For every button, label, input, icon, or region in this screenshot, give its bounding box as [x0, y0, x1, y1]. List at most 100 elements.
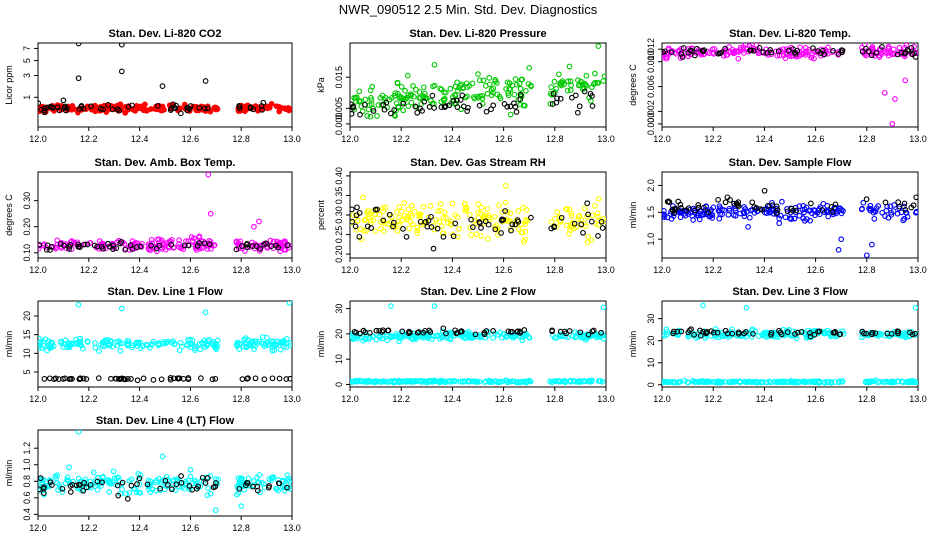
data-point-sample: [406, 225, 413, 232]
data-point-sample-low: [696, 378, 703, 385]
data-point-sample: [515, 226, 522, 233]
data-point-sample: [595, 213, 601, 220]
data-point-sample-low: [473, 379, 480, 385]
data-point-sample: [262, 340, 269, 347]
y-tick-label: 0.010: [646, 50, 656, 73]
data-point-sample: [716, 215, 723, 222]
data-point-reference: [490, 328, 497, 334]
data-point-reference: [194, 242, 201, 249]
data-point-sample: [59, 489, 66, 495]
data-point-sample: [204, 341, 210, 348]
data-point-reference: [76, 376, 83, 383]
data-point-sample: [584, 335, 590, 341]
x-tick-label: 13.0: [597, 134, 615, 144]
data-point-sample: [594, 210, 601, 217]
panel-title: Stan. Dev. Line 1 Flow: [107, 286, 223, 298]
data-point-sample: [207, 490, 214, 497]
data-point-sample: [551, 78, 558, 85]
data-point-reference: [839, 47, 846, 54]
data-point-sample: [396, 214, 402, 221]
data-point-sample: [493, 80, 500, 86]
data-point-sample: [547, 100, 554, 107]
data-point-sample: [104, 477, 111, 484]
x-tick-label: 12.8: [546, 265, 564, 275]
data-point-reference: [56, 107, 63, 114]
data-point-sample: [38, 335, 42, 342]
data-point-sample: [185, 477, 192, 484]
data-point-reference: [154, 103, 161, 109]
data-point-sample: [160, 241, 167, 248]
data-point-sample: [281, 246, 288, 253]
data-point-sample: [475, 95, 482, 101]
data-point-sample: [735, 48, 742, 55]
data-point-sample: [484, 90, 491, 97]
data-point-reference: [819, 47, 826, 54]
data-point-sample: [176, 241, 182, 247]
data-point-sample: [60, 344, 67, 350]
panel-title: Stan. Dev. Line 3 Flow: [732, 286, 848, 298]
x-tick-label: 12.6: [495, 394, 513, 404]
data-point-reference: [269, 375, 276, 382]
data-point-sample-low: [880, 379, 887, 385]
data-point-sample: [281, 338, 288, 345]
data-point-reference: [722, 199, 729, 206]
data-point-sample: [54, 472, 61, 478]
data-point-sample: [64, 474, 71, 481]
data-point-sample: [595, 222, 602, 228]
data-point-reference: [196, 104, 203, 111]
data-point-reference: [749, 199, 756, 206]
data-point-reference: [239, 376, 246, 382]
panel-8: Stan. Dev. Line 2 Flow ml/min 12.0 12.2 12.4…: [316, 286, 615, 404]
x-tick-label: 12.0: [29, 523, 47, 533]
data-point-sample: [404, 72, 411, 79]
data-point-sample: [92, 108, 99, 115]
x-tick-label: 12.6: [495, 265, 513, 275]
y-axis-label: ml/min: [4, 460, 14, 487]
data-point-sample: [807, 217, 813, 224]
data-point-sample: [68, 239, 74, 245]
data-point-reference: [599, 225, 606, 231]
data-point-reference: [140, 375, 147, 382]
data-point-reference: [580, 229, 586, 236]
data-point-reference: [798, 328, 805, 335]
data-point-reference: [741, 330, 747, 337]
data-point-sample: [568, 213, 575, 219]
data-point-sample: [376, 333, 383, 339]
data-point-sample: [114, 342, 121, 349]
data-point-reference: [210, 484, 217, 491]
data-point-reference: [383, 99, 390, 106]
data-point-sample: [735, 55, 742, 62]
data-point-reference: [430, 245, 437, 252]
data-point-reference: [134, 377, 141, 384]
data-point-reference: [249, 243, 256, 249]
data-point-reference: [41, 484, 47, 490]
data-point-sample: [827, 333, 834, 340]
data-point-sample: [592, 70, 598, 77]
outlier-point: [863, 252, 870, 258]
x-tick-label: 12.0: [653, 265, 671, 275]
data-points: [38, 43, 292, 117]
data-point-sample: [800, 203, 807, 209]
data-point-sample: [566, 63, 573, 70]
data-point-reference: [774, 207, 781, 213]
y-tick-label: 0.005: [334, 97, 344, 120]
data-point-sample: [368, 95, 374, 101]
data-point-sample: [507, 210, 514, 217]
data-point-sample: [156, 236, 163, 243]
data-point-sample: [98, 341, 104, 348]
x-tick-label: 13.0: [597, 265, 615, 275]
data-point-reference: [105, 102, 112, 108]
data-point-sample: [367, 87, 374, 94]
data-point-sample: [591, 202, 598, 209]
data-point-reference: [750, 47, 757, 54]
data-point-sample: [700, 211, 707, 218]
data-point-sample: [512, 76, 519, 82]
data-point-reference: [500, 216, 507, 223]
panel-title: Stan. Dev. Gas Stream RH: [410, 157, 546, 169]
outlier-point: [118, 305, 125, 312]
x-tick-label: 12.6: [807, 134, 825, 144]
data-point-sample: [491, 213, 498, 220]
data-point-sample: [204, 492, 211, 499]
data-point-reference: [509, 221, 516, 228]
data-point-sample-low: [447, 379, 454, 385]
